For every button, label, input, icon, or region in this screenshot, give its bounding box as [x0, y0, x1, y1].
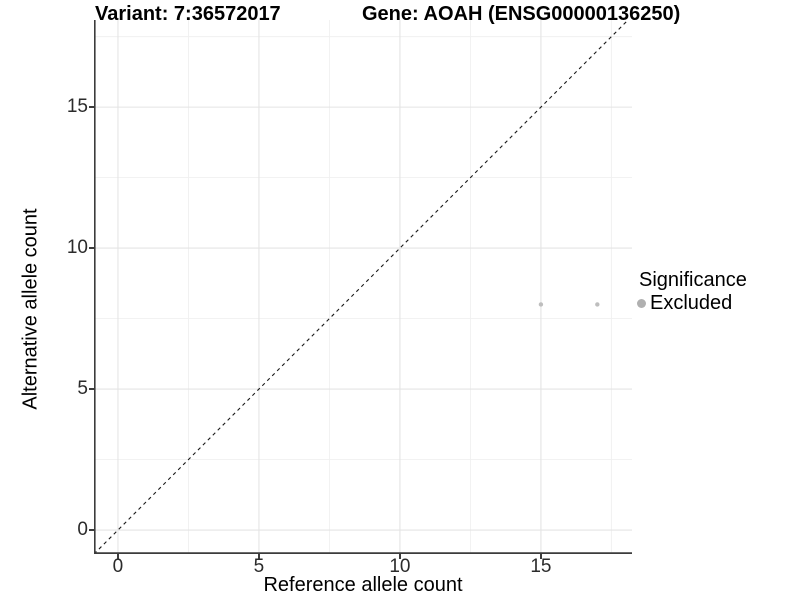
y-tick-mark [89, 247, 94, 249]
legend-title: Significance [639, 269, 747, 291]
y-tick-label: 10 [66, 237, 88, 259]
x-tick-label: 10 [389, 556, 411, 577]
x-tick-label: 5 [253, 556, 265, 577]
legend-key-dot [637, 299, 646, 308]
x-tick-mark [399, 554, 401, 559]
x-tick-label: 15 [530, 556, 552, 577]
legend-item-label: Excluded [650, 292, 733, 314]
legend-items: Excluded [637, 292, 747, 315]
plot-panel [94, 20, 632, 554]
y-tick-mark [89, 388, 94, 390]
plot-canvas [94, 20, 632, 554]
identity-line [94, 20, 629, 554]
x-axis-title: Reference allele count [263, 574, 463, 596]
x-tick-mark [117, 554, 119, 559]
legend-item: Excluded [637, 292, 747, 315]
y-tick-label: 5 [77, 378, 88, 400]
y-tick-mark [89, 106, 94, 108]
x-tick-label: 0 [112, 556, 124, 577]
data-point [595, 302, 600, 307]
y-tick-mark [89, 529, 94, 531]
gene-title: Gene: AOAH (ENSG00000136250) [362, 3, 681, 25]
variant-title: Variant: 7:36572017 [95, 3, 281, 25]
x-tick-mark [258, 554, 260, 559]
data-point [538, 302, 544, 307]
significance-legend: Significance Excluded [637, 269, 747, 315]
y-tick-label: 15 [66, 96, 88, 118]
y-axis-title: Alternative allele count [19, 208, 42, 410]
x-tick-mark [540, 554, 542, 559]
y-tick-label: 0 [77, 519, 88, 541]
